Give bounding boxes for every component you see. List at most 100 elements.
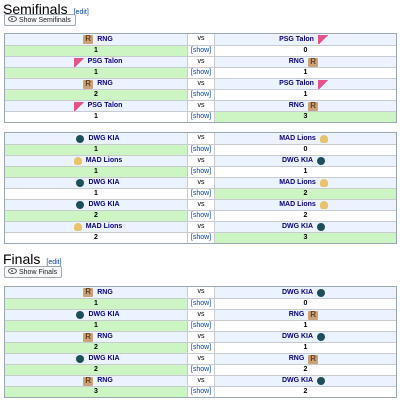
team1-name[interactable]: RNG (97, 288, 113, 296)
team2-score: 0 (215, 46, 396, 56)
dwg-logo-icon (317, 223, 326, 231)
team2-name[interactable]: MAD Lions (279, 179, 316, 186)
team1-name[interactable]: DWG KIA (88, 311, 120, 318)
dwg-logo-icon (76, 179, 85, 187)
dwg-logo-icon (317, 288, 326, 297)
team1-name[interactable]: RNG (97, 35, 113, 43)
team2-name[interactable]: PSG Talon (279, 35, 314, 43)
edit-link[interactable]: [edit] (73, 9, 89, 16)
team1-cell: DWG KIA (5, 178, 187, 188)
vs-label: vs (187, 200, 215, 210)
show-details-link[interactable]: [show] (190, 190, 212, 197)
psg-logo-icon (73, 101, 84, 111)
team2-name[interactable]: RNG (288, 102, 305, 109)
team2-score: 1 (215, 167, 396, 177)
section-title: Semifinals (3, 1, 68, 17)
show-details-link[interactable]: [show] (190, 300, 212, 307)
show-details-link[interactable]: [show] (190, 168, 212, 175)
show-details-cell: [show] (187, 321, 215, 331)
finals-heading: Finals [edit] (3, 251, 62, 267)
show-semifinals-button[interactable]: Show Semifinals (4, 14, 76, 26)
team2-name[interactable]: DWG KIA (281, 377, 314, 384)
team2-score: 1 (215, 343, 396, 353)
vs-label: vs (187, 101, 215, 111)
team1-score: 1 (5, 321, 187, 331)
show-details-link[interactable]: [show] (190, 322, 212, 329)
show-details-link[interactable]: [show] (190, 69, 212, 76)
team1-name[interactable]: PSG Talon (87, 102, 123, 109)
eye-icon (8, 16, 17, 23)
team2-name[interactable]: DWG KIA (281, 223, 314, 230)
team2-name[interactable]: PSG Talon (279, 80, 314, 87)
team1-name[interactable]: DWG KIA (88, 355, 120, 362)
team2-cell: MAD Lions (215, 200, 396, 210)
game-score-row: 1 [show] 1 (5, 320, 396, 331)
team2-cell: RNG (215, 57, 396, 67)
team2-name[interactable]: DWG KIA (281, 333, 314, 340)
team1-name[interactable]: MAD Lions (85, 157, 123, 164)
show-details-link[interactable]: [show] (190, 91, 212, 98)
vs-label: vs (187, 332, 215, 342)
mad-logo-icon (73, 223, 82, 231)
mad-logo-icon (319, 134, 328, 143)
team2-name[interactable]: DWG KIA (281, 157, 314, 164)
team2-cell: DWG KIA (215, 156, 396, 166)
team2-score: 0 (215, 299, 396, 309)
team2-name[interactable]: MAD Lions (279, 201, 316, 208)
game-score-row: 3 [show] 2 (5, 386, 396, 397)
show-details-link[interactable]: [show] (190, 113, 212, 120)
semifinals-heading: Semifinals [edit] (3, 1, 89, 17)
show-details-link[interactable]: [show] (190, 146, 212, 153)
team2-cell: RNG (215, 310, 396, 320)
show-details-link[interactable]: [show] (190, 388, 212, 395)
team1-name[interactable]: RNG (97, 377, 113, 384)
team2-cell: DWG KIA (215, 332, 396, 342)
show-details-cell: [show] (187, 343, 215, 353)
team1-cell: RNG (5, 376, 187, 386)
game-teams-row: RNG vs PSG Talon (5, 34, 396, 45)
show-finals-button[interactable]: Show Finals (4, 266, 63, 278)
team1-score: 2 (5, 211, 187, 221)
show-details-link[interactable]: [show] (190, 212, 212, 219)
team2-name[interactable]: RNG (288, 58, 305, 65)
team1-cell: PSG Talon (5, 101, 187, 111)
team2-score: 1 (215, 68, 396, 78)
team1-cell: DWG KIA (5, 354, 187, 364)
team2-score: 2 (215, 211, 396, 221)
show-details-link[interactable]: [show] (190, 344, 212, 351)
show-details-cell: [show] (187, 167, 215, 177)
edit-link[interactable]: [edit] (46, 259, 62, 266)
show-details-link[interactable]: [show] (190, 47, 212, 54)
team1-cell: DWG KIA (5, 200, 187, 210)
team1-name[interactable]: DWG KIA (88, 201, 120, 208)
team2-score: 0 (215, 145, 396, 155)
vs-label: vs (187, 133, 215, 144)
team1-name[interactable]: DWG KIA (88, 179, 120, 186)
team1-score: 1 (5, 189, 187, 199)
show-details-link[interactable]: [show] (190, 366, 212, 373)
team2-cell: PSG Talon (215, 79, 396, 89)
team1-score: 1 (5, 68, 187, 78)
team1-name[interactable]: PSG Talon (87, 58, 123, 65)
vs-label: vs (187, 34, 215, 45)
rng-logo-icon (308, 101, 319, 111)
team1-name[interactable]: RNG (97, 80, 113, 87)
game-score-row: 2 [show] 2 (5, 364, 396, 375)
show-details-link[interactable]: [show] (190, 234, 212, 241)
team1-name[interactable]: DWG KIA (88, 134, 120, 142)
team2-name[interactable]: DWG KIA (281, 288, 314, 296)
team2-cell: DWG KIA (215, 376, 396, 386)
game-score-row: 1 [show] 0 (5, 298, 396, 309)
team2-name[interactable]: MAD Lions (279, 134, 316, 142)
team1-name[interactable]: RNG (97, 333, 113, 340)
show-details-cell: [show] (187, 211, 215, 221)
show-details-cell: [show] (187, 112, 215, 122)
team1-cell: DWG KIA (5, 133, 187, 144)
team2-name[interactable]: RNG (288, 355, 305, 362)
vs-label: vs (187, 222, 215, 232)
game-teams-row: DWG KIA vs MAD Lions (5, 177, 396, 188)
team1-name[interactable]: MAD Lions (85, 223, 123, 230)
team1-score: 1 (5, 46, 187, 56)
team2-name[interactable]: RNG (288, 311, 305, 318)
